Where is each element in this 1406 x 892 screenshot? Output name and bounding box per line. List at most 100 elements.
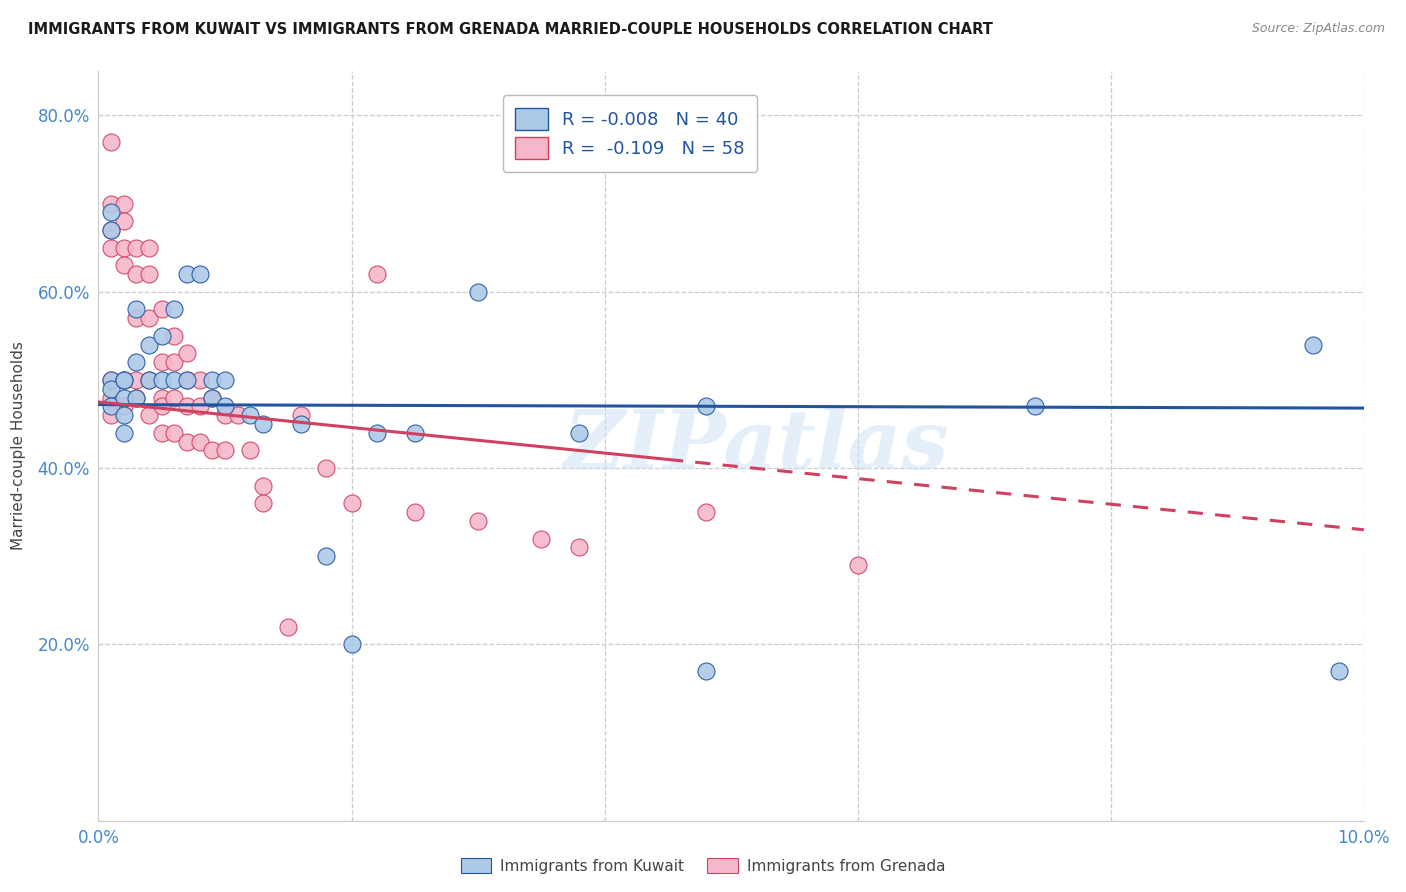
Point bbox=[201, 391, 224, 405]
Text: Source: ZipAtlas.com: Source: ZipAtlas.com bbox=[1251, 22, 1385, 36]
Point bbox=[125, 302, 148, 317]
Point bbox=[290, 408, 312, 422]
Point bbox=[163, 302, 186, 317]
Text: ZIPatlas: ZIPatlas bbox=[564, 406, 949, 486]
Point bbox=[188, 373, 211, 387]
Point bbox=[125, 311, 148, 326]
Point bbox=[112, 425, 135, 440]
Point bbox=[100, 223, 122, 237]
Point bbox=[340, 637, 363, 651]
Point bbox=[112, 214, 135, 228]
Point bbox=[100, 408, 122, 422]
Point bbox=[125, 241, 148, 255]
Point bbox=[226, 408, 249, 422]
Point bbox=[290, 417, 312, 431]
Point bbox=[125, 391, 148, 405]
Point bbox=[404, 425, 426, 440]
Point bbox=[125, 267, 148, 281]
Point bbox=[188, 434, 211, 449]
Point bbox=[150, 400, 173, 414]
Point bbox=[163, 328, 186, 343]
Point bbox=[201, 373, 224, 387]
Point bbox=[214, 400, 236, 414]
Point bbox=[138, 373, 160, 387]
Point bbox=[214, 408, 236, 422]
Point bbox=[100, 196, 122, 211]
Point bbox=[188, 400, 211, 414]
Point bbox=[112, 373, 135, 387]
Point bbox=[100, 223, 122, 237]
Text: IMMIGRANTS FROM KUWAIT VS IMMIGRANTS FROM GRENADA MARRIED-COUPLE HOUSEHOLDS CORR: IMMIGRANTS FROM KUWAIT VS IMMIGRANTS FRO… bbox=[28, 22, 993, 37]
Point bbox=[315, 461, 337, 475]
Point bbox=[112, 241, 135, 255]
Point bbox=[252, 478, 274, 492]
Point bbox=[530, 532, 553, 546]
Point bbox=[150, 425, 173, 440]
Point bbox=[163, 391, 186, 405]
Point bbox=[176, 373, 198, 387]
Point bbox=[176, 346, 198, 360]
Point bbox=[100, 373, 122, 387]
Point bbox=[176, 400, 198, 414]
Point bbox=[138, 337, 160, 351]
Point bbox=[1302, 337, 1324, 351]
Point bbox=[1327, 664, 1350, 678]
Point bbox=[695, 400, 717, 414]
Point bbox=[138, 408, 160, 422]
Point bbox=[252, 417, 274, 431]
Point bbox=[188, 267, 211, 281]
Point bbox=[366, 425, 388, 440]
Point bbox=[404, 505, 426, 519]
Point bbox=[252, 496, 274, 510]
Point bbox=[138, 311, 160, 326]
Point bbox=[846, 558, 869, 572]
Point bbox=[176, 267, 198, 281]
Point bbox=[100, 135, 122, 149]
Point bbox=[163, 373, 186, 387]
Point bbox=[112, 196, 135, 211]
Point bbox=[100, 205, 122, 219]
Point bbox=[695, 664, 717, 678]
Point bbox=[239, 443, 262, 458]
Point bbox=[214, 443, 236, 458]
Point bbox=[201, 391, 224, 405]
Point bbox=[163, 425, 186, 440]
Point bbox=[150, 391, 173, 405]
Point bbox=[568, 541, 591, 555]
Point bbox=[176, 373, 198, 387]
Point bbox=[112, 400, 135, 414]
Point bbox=[100, 241, 122, 255]
Legend: R = -0.008   N = 40, R =  -0.109   N = 58: R = -0.008 N = 40, R = -0.109 N = 58 bbox=[502, 95, 758, 172]
Point bbox=[125, 391, 148, 405]
Point bbox=[163, 355, 186, 369]
Point bbox=[467, 514, 489, 528]
Point bbox=[150, 302, 173, 317]
Point bbox=[150, 355, 173, 369]
Point bbox=[239, 408, 262, 422]
Point bbox=[315, 549, 337, 564]
Point bbox=[112, 408, 135, 422]
Point bbox=[112, 373, 135, 387]
Point bbox=[366, 267, 388, 281]
Point bbox=[100, 391, 122, 405]
Point bbox=[125, 373, 148, 387]
Point bbox=[100, 382, 122, 396]
Point bbox=[138, 373, 160, 387]
Point bbox=[467, 285, 489, 299]
Point bbox=[138, 267, 160, 281]
Point bbox=[695, 505, 717, 519]
Point bbox=[112, 373, 135, 387]
Point bbox=[125, 355, 148, 369]
Point bbox=[201, 443, 224, 458]
Point bbox=[138, 241, 160, 255]
Point bbox=[568, 425, 591, 440]
Y-axis label: Married-couple Households: Married-couple Households bbox=[11, 342, 27, 550]
Point bbox=[277, 620, 299, 634]
Point bbox=[150, 328, 173, 343]
Point bbox=[112, 391, 135, 405]
Legend: Immigrants from Kuwait, Immigrants from Grenada: Immigrants from Kuwait, Immigrants from … bbox=[454, 852, 952, 880]
Point bbox=[176, 434, 198, 449]
Point bbox=[100, 373, 122, 387]
Point bbox=[214, 373, 236, 387]
Point bbox=[112, 258, 135, 272]
